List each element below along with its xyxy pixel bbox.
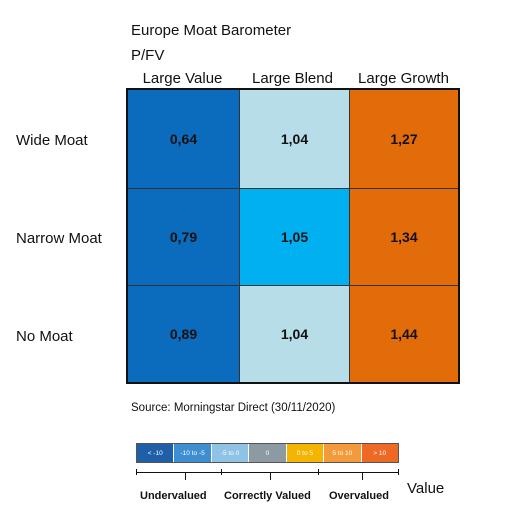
heatmap-cell: 0,64 [128,90,239,188]
legend-tick [318,469,319,475]
legend-segment: < -10 [137,444,174,462]
heatmap-cell: 1,27 [349,90,458,188]
legend-segment: -5 to 0 [210,444,249,462]
legend-tick [362,472,363,480]
legend-segment: -10 to -5 [173,444,211,462]
legend-segment: 0 [248,444,286,462]
legend-label-correctly-valued: Correctly Valued [224,490,311,502]
chart-subtitle: P/FV [131,47,165,64]
column-header-large-value: Large Value [142,70,223,87]
heatmap-cell: 1,04 [239,90,349,188]
legend-tick [398,469,399,475]
row-header-no-moat: No Moat [16,328,73,345]
legend-segment: 5 to 10 [323,444,361,462]
source-note: Source: Morningstar Direct (30/11/2020) [131,402,336,414]
legend-tick [136,469,137,475]
legend-tick [270,472,271,480]
heatmap-cell: 0,79 [128,188,239,285]
row-header-wide-moat: Wide Moat [16,132,88,149]
legend-label-overvalued: Overvalued [329,490,389,502]
column-header-large-growth: Large Growth [358,70,449,87]
heatmap-cell: 1,05 [239,188,349,285]
legend-tick [221,469,222,475]
row-header-narrow-moat: Narrow Moat [16,230,102,247]
legend-segment: 0 to 5 [285,444,324,462]
chart-title: Europe Moat Barometer [131,22,292,39]
heatmap-cell: 1,34 [349,188,458,285]
legend-tick [185,472,186,480]
heatmap-cell: 1,44 [349,285,458,382]
legend-axis-label: Value [407,480,445,497]
column-header-large-blend: Large Blend [252,70,333,87]
legend-axis-line [136,472,399,473]
heatmap-grid: 0,64 1,04 1,27 0,79 1,05 1,34 0,89 1,04 1,44 [126,88,460,384]
legend-segment: > 10 [360,444,398,462]
heatmap-cell: 1,04 [239,285,349,382]
legend-label-undervalued: Undervalued [140,490,207,502]
heatmap-cell: 0,89 [128,285,239,382]
